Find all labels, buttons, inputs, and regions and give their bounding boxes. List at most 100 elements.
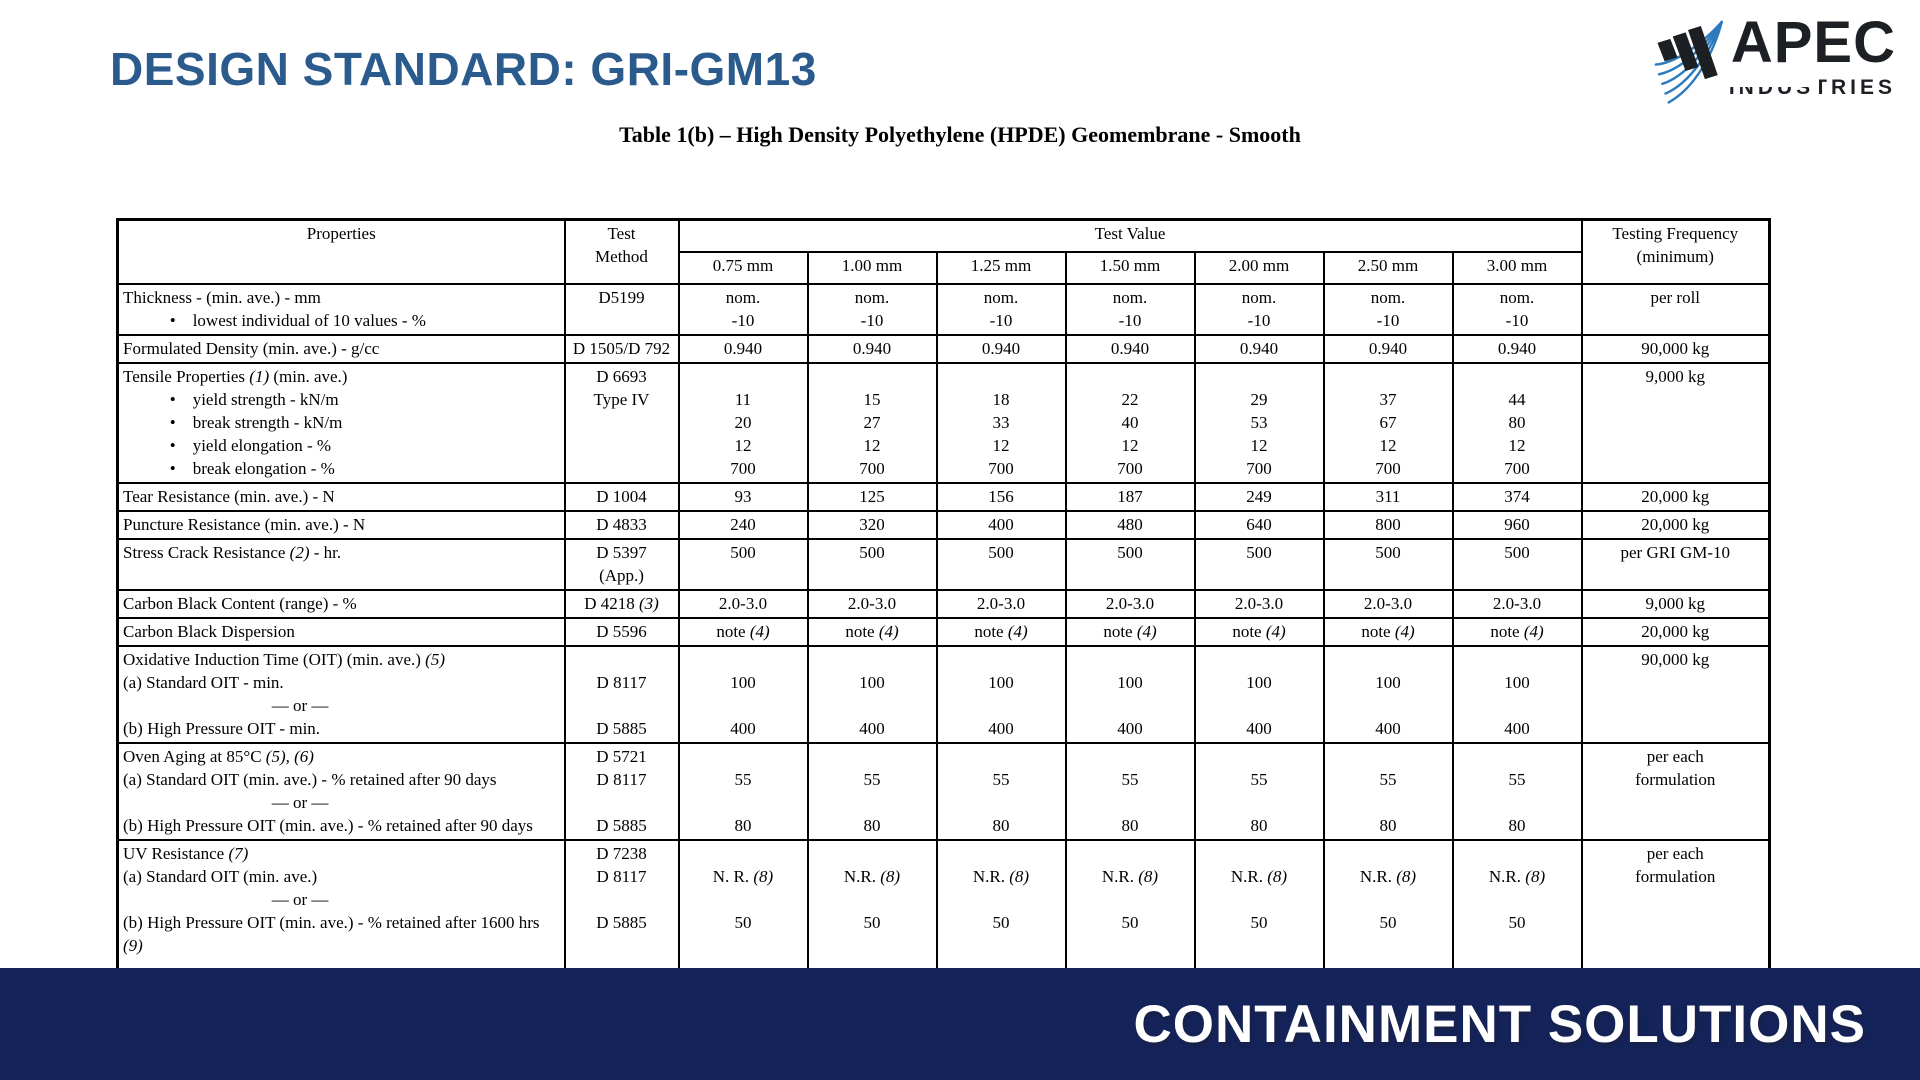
value-cell: 100 400 — [806, 645, 938, 744]
value-cell: 240 — [677, 510, 809, 540]
value-cell: 55 80 — [677, 742, 809, 841]
value-cell: 249 — [1193, 482, 1325, 512]
value-cell: 100 400 — [1193, 645, 1325, 744]
header-test-method: Test Method — [563, 218, 680, 285]
thickness-column-header: 2.00 mm — [1193, 251, 1325, 285]
value-cell: 2.0-3.0 — [677, 589, 809, 619]
header-test-value: Test Value — [677, 218, 1583, 253]
property-cell: Thickness - (min. ave.) - mm • lowest in… — [116, 283, 566, 336]
value-cell: 500 — [806, 538, 938, 591]
value-cell: 2.0-3.0 — [1451, 589, 1583, 619]
property-cell: Stress Crack Resistance (2) - hr. — [116, 538, 566, 591]
test-method-cell: D 4833 — [563, 510, 680, 540]
value-cell: note (4) — [806, 617, 938, 647]
test-method-cell: D 1505/D 792 — [563, 334, 680, 364]
frequency-cell: 90,000 kg — [1580, 334, 1771, 364]
value-cell: 100 400 — [677, 645, 809, 744]
header-testing-frequency: Testing Frequency (minimum) — [1580, 218, 1771, 285]
test-method-cell: D 5397 (App.) — [563, 538, 680, 591]
apec-logo-brand: APEC — [1730, 10, 1896, 75]
frequency-cell: 9,000 kg — [1580, 589, 1771, 619]
value-cell: note (4) — [1322, 617, 1454, 647]
value-cell: N.R. (8) 50 — [935, 839, 1067, 971]
test-method-cell: D5199 — [563, 283, 680, 336]
value-cell: note (4) — [1064, 617, 1196, 647]
value-cell: nom. -10 — [1322, 283, 1454, 336]
test-method-cell: D 7238 D 8117 D 5885 — [563, 839, 680, 971]
value-cell: 55 80 — [1451, 742, 1583, 841]
test-method-cell: D 8117 D 5885 — [563, 645, 680, 744]
value-cell: note (4) — [1451, 617, 1583, 647]
logo-clip-overlay — [1725, 74, 1820, 88]
frequency-cell: 90,000 kg — [1580, 645, 1771, 744]
frequency-cell: 20,000 kg — [1580, 510, 1771, 540]
value-cell: N.R. (8) 50 — [806, 839, 938, 971]
test-method-cell: D 1004 — [563, 482, 680, 512]
property-cell: Tensile Properties (1) (min. ave.) • yie… — [116, 362, 566, 484]
value-cell: N. R. (8) 50 — [677, 839, 809, 971]
value-cell: 55 80 — [935, 742, 1067, 841]
value-cell: 18 33 12 700 — [935, 362, 1067, 484]
frequency-cell: per roll — [1580, 283, 1771, 336]
value-cell: N.R. (8) 50 — [1193, 839, 1325, 971]
value-cell: 44 80 12 700 — [1451, 362, 1583, 484]
spec-table-body: Thickness - (min. ave.) - mm • lowest in… — [116, 283, 1771, 971]
apec-logo-icon — [1651, 14, 1725, 117]
header-properties: Properties — [116, 218, 566, 285]
table-caption: Table 1(b) – High Density Polyethylene (… — [619, 122, 1301, 147]
value-cell: 0.940 — [935, 334, 1067, 364]
value-cell: 100 400 — [1322, 645, 1454, 744]
value-cell: 0.940 — [1193, 334, 1325, 364]
value-cell: 500 — [1322, 538, 1454, 591]
value-cell: nom. -10 — [1064, 283, 1196, 336]
frequency-cell: per GRI GM-10 — [1580, 538, 1771, 591]
value-cell: 37 67 12 700 — [1322, 362, 1454, 484]
table-row: Tensile Properties (1) (min. ave.) • yie… — [116, 362, 1771, 484]
value-cell: 800 — [1322, 510, 1454, 540]
value-cell: 2.0-3.0 — [806, 589, 938, 619]
property-cell: Formulated Density (min. ave.) - g/cc — [116, 334, 566, 364]
thickness-column-header: 1.50 mm — [1064, 251, 1196, 285]
table-row: Stress Crack Resistance (2) - hr. D 5397 … — [116, 538, 1771, 591]
property-cell: Oxidative Induction Time (OIT) (min. ave… — [116, 645, 566, 744]
value-cell: 400 — [935, 510, 1067, 540]
value-cell: 100 400 — [935, 645, 1067, 744]
value-cell: 500 — [1064, 538, 1196, 591]
thickness-header-row: 0.75 mm 1.00 mm 1.25 mm 1.50 mm 2.00 mm 2.50 … — [118, 251, 1770, 285]
apec-logo-text: APEC INDUSTRIES — [1725, 10, 1896, 98]
frequency-cell: 20,000 kg — [1580, 482, 1771, 512]
value-cell: 29 53 12 700 — [1193, 362, 1325, 484]
apec-logo-subbrand: INDUSTRIES — [1725, 74, 1896, 98]
value-cell: 15 27 12 700 — [806, 362, 938, 484]
value-cell: 55 80 — [806, 742, 938, 841]
property-cell: Carbon Black Content (range) - % — [116, 589, 566, 619]
value-cell: 0.940 — [1451, 334, 1583, 364]
table-row: Carbon Black Content (range) - % D 4218 (… — [116, 589, 1771, 619]
value-cell: 55 80 — [1322, 742, 1454, 841]
frequency-cell: per each formulation — [1580, 742, 1771, 841]
table-row: Formulated Density (min. ave.) - g/cc D 1… — [116, 334, 1771, 364]
value-cell: note (4) — [935, 617, 1067, 647]
value-cell: 480 — [1064, 510, 1196, 540]
spec-table-wrap: Properties Test Method Test Value Testin… — [116, 218, 1772, 971]
value-cell: 0.940 — [1064, 334, 1196, 364]
value-cell: 156 — [935, 482, 1067, 512]
test-method-cell: D 5721 D 8117 D 5885 — [563, 742, 680, 841]
value-cell: nom. -10 — [935, 283, 1067, 336]
value-cell: note (4) — [1193, 617, 1325, 647]
value-cell: 311 — [1322, 482, 1454, 512]
table-row: Oven Aging at 85°C (5), (6) (a) Standard… — [116, 742, 1771, 841]
test-method-cell: D 6693 Type IV — [563, 362, 680, 484]
value-cell: nom. -10 — [677, 283, 809, 336]
property-cell: Carbon Black Dispersion — [116, 617, 566, 647]
thickness-column-header: 1.25 mm — [935, 251, 1067, 285]
property-cell: Puncture Resistance (min. ave.) - N — [116, 510, 566, 540]
value-cell: N.R. (8) 50 — [1064, 839, 1196, 971]
value-cell: 500 — [677, 538, 809, 591]
table-row: Carbon Black Dispersion D 5596 note (4) not… — [116, 617, 1771, 647]
value-cell: nom. -10 — [806, 283, 938, 336]
value-cell: 100 400 — [1451, 645, 1583, 744]
value-cell: 320 — [806, 510, 938, 540]
